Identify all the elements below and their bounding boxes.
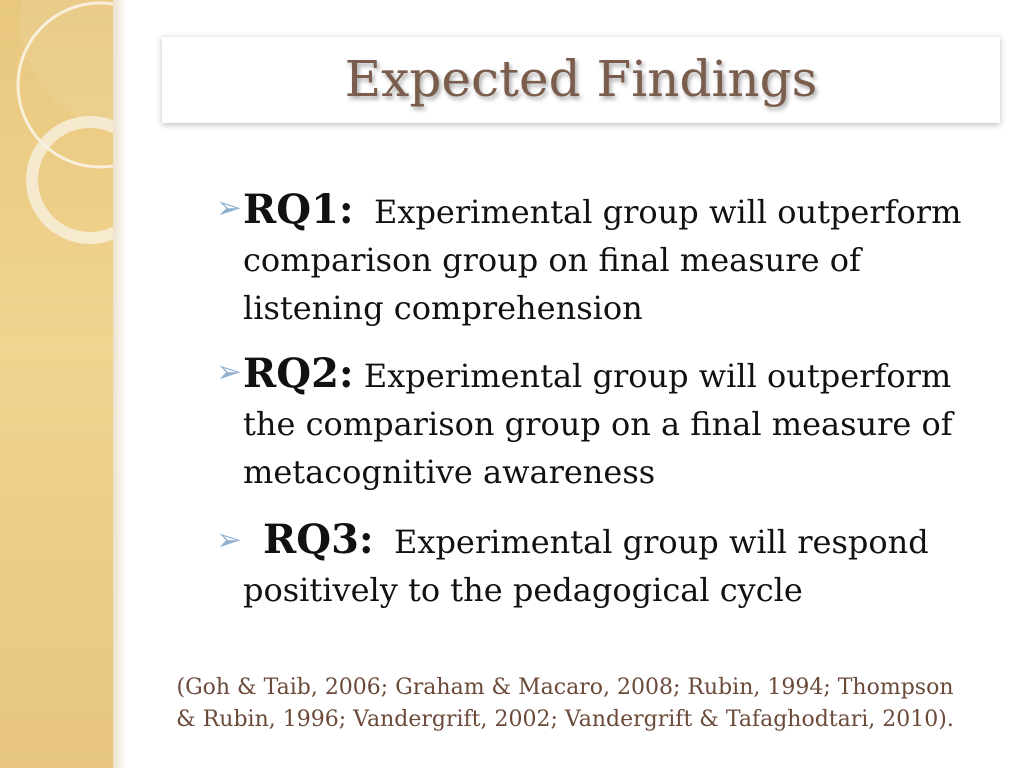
- bullet-text: Experimental group will outperform the c…: [243, 357, 953, 491]
- bullet-rq2: ➢ RQ2: Experimental group will outperfor…: [216, 350, 986, 496]
- bullet-label: RQ1:: [243, 186, 354, 233]
- bullet-rq3: ➢ RQ3: Experimental group will respond p…: [216, 516, 986, 614]
- bullet-text: Experimental group will respond positive…: [243, 523, 929, 609]
- bullet-rq1: ➢ RQ1: Experimental group will outperfor…: [216, 186, 986, 332]
- bullet-label: RQ2:: [243, 350, 354, 397]
- citation-text: (Goh & Taib, 2006; Graham & Macaro, 2008…: [176, 675, 954, 732]
- slide-title: Expected Findings: [344, 50, 818, 108]
- arrow-bullet-icon: ➢: [216, 190, 242, 226]
- arrow-bullet-icon: ➢: [216, 354, 242, 390]
- sidebar-shadow: [113, 0, 127, 768]
- decorative-sidebar: [0, 0, 113, 768]
- bullet-label: RQ3:: [263, 516, 374, 563]
- bullet-text: Experimental group will outperform compa…: [243, 193, 962, 327]
- decorative-circles: [16, 0, 113, 244]
- arrow-bullet-icon: ➢: [216, 522, 242, 558]
- title-bar: [162, 36, 1000, 123]
